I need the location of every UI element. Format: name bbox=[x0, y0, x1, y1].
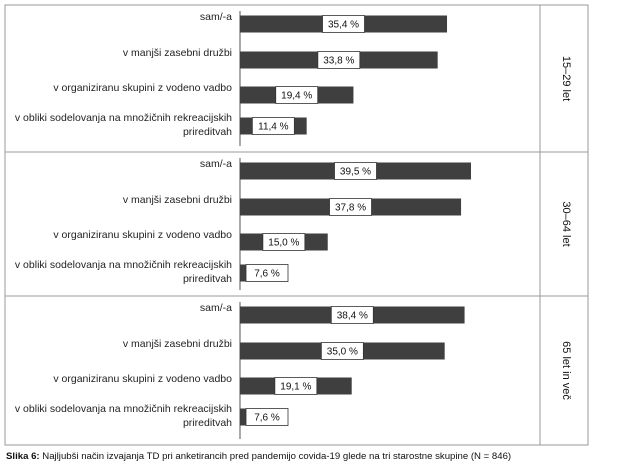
category-label-3-4: v obliki sodelovanja na množičnih rekrea… bbox=[15, 403, 232, 429]
category-label-2-1: sam/-a bbox=[200, 158, 232, 170]
category-label-3-2: v manjši zasebni družbi bbox=[123, 338, 232, 350]
value-label-box-3-1 bbox=[330, 306, 374, 324]
value-label-1-1: 35,4 % bbox=[328, 20, 359, 31]
value-label-box-2-4 bbox=[245, 264, 289, 282]
value-label-3-4: 7,6 % bbox=[254, 413, 280, 424]
group-label-2: 30–64 let bbox=[560, 201, 572, 246]
chart-frame bbox=[4, 4, 589, 446]
value-label-box-3-3 bbox=[274, 377, 318, 395]
bar-chart: 35,4 % sam/-a 33,8 % v manjši zasebni družb… bbox=[4, 4, 589, 446]
value-label-box-2-2 bbox=[329, 198, 372, 216]
caption-text: Najljubši način izvajanja TD pri anketir… bbox=[42, 451, 512, 462]
category-label-2-4: v obliki sodelovanja na množičnih rekrea… bbox=[15, 259, 232, 285]
value-label-box-2-1 bbox=[334, 162, 377, 180]
value-label-box-1-2 bbox=[317, 51, 361, 69]
category-label-3-3: v organiziranu skupini z vodeno vadbo bbox=[53, 373, 232, 385]
value-label-box-1-1 bbox=[322, 15, 365, 33]
value-label-1-4: 11,4 % bbox=[258, 122, 288, 133]
value-label-3-3: 19,1 % bbox=[280, 382, 311, 393]
category-label-1-2: v manjši zasebni družbi bbox=[123, 47, 232, 59]
category-label-3-1: sam/-a bbox=[200, 302, 232, 314]
group-label-3: 65 let in več bbox=[560, 341, 572, 400]
value-label-3-2: 35,0 % bbox=[327, 347, 358, 358]
group-label-1: 15–29 let bbox=[560, 56, 572, 101]
value-label-2-2: 37,8 % bbox=[335, 203, 366, 214]
category-label-1-4: v obliki sodelovanja na množičnih rekrea… bbox=[15, 112, 232, 138]
value-label-2-3: 15,0 % bbox=[268, 238, 299, 249]
caption-label: Slika 6: bbox=[6, 451, 40, 462]
value-label-2-4: 7,6 % bbox=[254, 269, 280, 280]
value-label-2-1: 39,5 % bbox=[340, 167, 371, 178]
category-label-2-3: v organiziranu skupini z vodeno vadbo bbox=[53, 229, 232, 241]
figure-caption: Slika 6: Najljubši način izvajanja TD pr… bbox=[6, 451, 511, 462]
value-label-box-2-3 bbox=[262, 233, 306, 251]
value-label-1-2: 33,8 % bbox=[323, 56, 354, 67]
value-label-box-1-3 bbox=[275, 86, 319, 104]
category-label-1-3: v organiziranu skupini z vodeno vadbo bbox=[53, 82, 232, 94]
value-label-1-3: 19,4 % bbox=[281, 91, 312, 102]
category-label-2-2: v manjši zasebni družbi bbox=[123, 194, 232, 206]
value-label-box-1-4 bbox=[251, 117, 295, 135]
value-label-box-3-2 bbox=[320, 342, 364, 360]
value-label-box-3-4 bbox=[245, 408, 289, 426]
value-label-3-1: 38,4 % bbox=[337, 311, 368, 322]
category-label-1-1: sam/-a bbox=[200, 11, 232, 23]
